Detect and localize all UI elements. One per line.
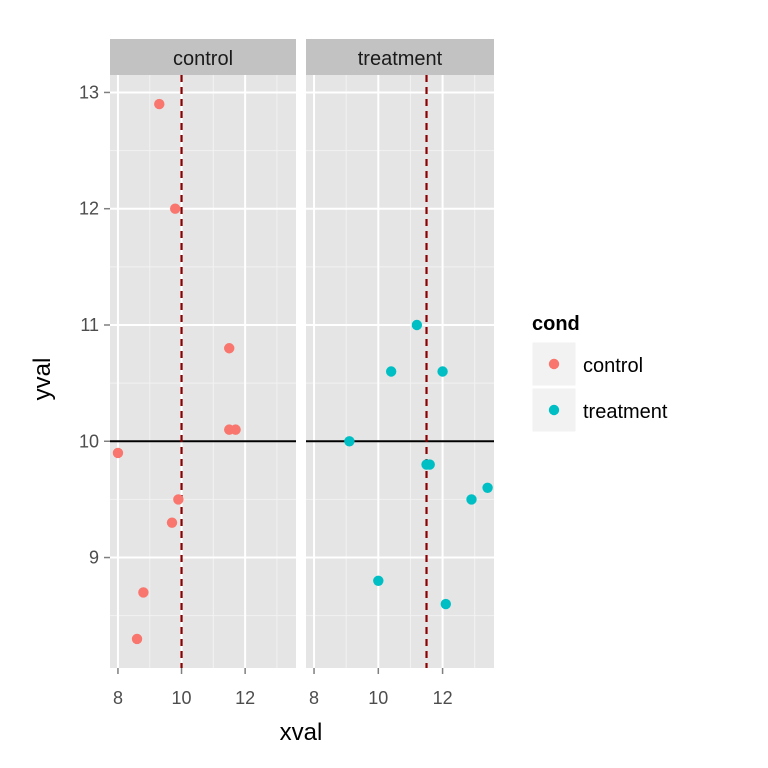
- data-point: [173, 494, 184, 505]
- x-tick-label: 8: [113, 688, 123, 708]
- legend-entry-control: control: [531, 341, 643, 387]
- x-axis-title: xval: [280, 719, 323, 746]
- panel-background: [306, 75, 494, 668]
- facets-layer: control treatment: [110, 39, 494, 668]
- panel-background: [110, 75, 296, 668]
- y-tick-label: 12: [79, 199, 99, 219]
- data-point: [385, 366, 397, 377]
- facet-panel-control: control: [110, 39, 296, 668]
- facet-panel-treatment: treatment: [306, 39, 494, 668]
- legend: cond control treatment: [531, 313, 668, 433]
- axes-layer: 8 10 12 8 10 12 9 10 11 12 13: [79, 82, 453, 708]
- data-point: [440, 598, 451, 610]
- x-tick-label: 12: [433, 688, 453, 708]
- x-tick-label: 10: [172, 688, 192, 708]
- data-point: [154, 98, 165, 110]
- data-point: [373, 575, 384, 586]
- data-point: [411, 319, 423, 331]
- data-point: [482, 482, 493, 493]
- data-point: [131, 633, 143, 645]
- x-tick-label: 10: [368, 688, 388, 708]
- x-tick-label: 12: [235, 688, 255, 708]
- x-tick-label: 8: [309, 688, 319, 708]
- facet-strip: [110, 39, 296, 75]
- legend-key-point: [548, 358, 560, 370]
- data-point: [112, 447, 124, 459]
- data-point: [169, 203, 181, 214]
- data-point: [344, 436, 355, 447]
- data-point: [138, 587, 149, 598]
- data-point: [424, 459, 435, 470]
- legend-entry-treatment: treatment: [531, 387, 668, 433]
- data-point: [230, 424, 241, 435]
- facet-strip-label: treatment: [358, 48, 443, 70]
- data-point: [466, 494, 477, 505]
- legend-title: cond: [532, 313, 580, 335]
- legend-entries: control treatment: [531, 341, 668, 433]
- data-point: [437, 366, 448, 377]
- y-tick-label: 10: [79, 431, 99, 451]
- legend-key-point: [548, 404, 560, 416]
- facet-strip: [306, 39, 494, 75]
- facet-strip-label: control: [173, 48, 233, 70]
- legend-entry-label: treatment: [583, 401, 668, 423]
- legend-entry-label: control: [583, 355, 643, 377]
- data-point: [224, 343, 235, 354]
- y-tick-label: 13: [79, 82, 99, 102]
- data-point: [166, 517, 178, 528]
- y-tick-label: 9: [89, 548, 99, 568]
- y-tick-label: 11: [80, 315, 99, 335]
- y-axis-title: yval: [29, 358, 56, 401]
